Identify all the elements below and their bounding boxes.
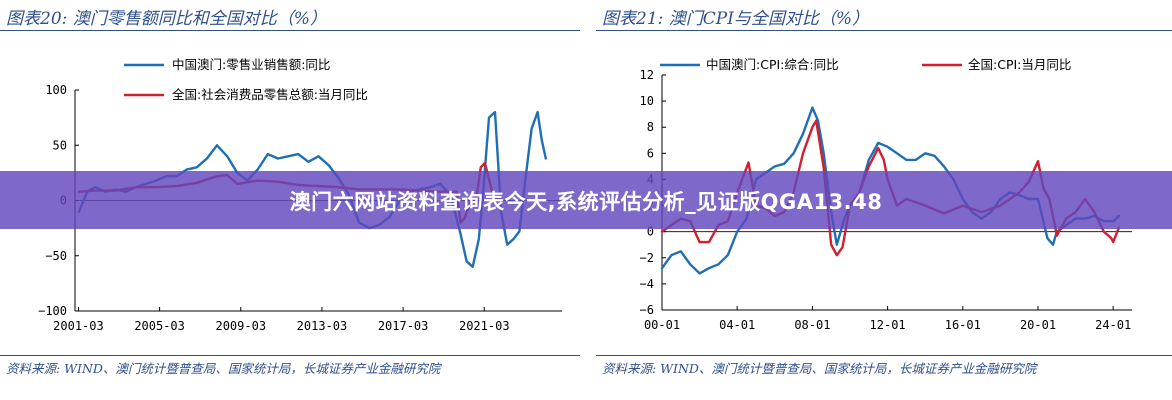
source-rule xyxy=(0,355,580,356)
legend-label-china-cpi: 全国:CPI:当月同比 xyxy=(968,57,1071,72)
y-tick-label: 0 xyxy=(647,225,654,239)
chart-panel-cpi: 图表21: 澳门CPI与全国对比（%） 121086420−2−4−600-01… xyxy=(596,0,1172,400)
y-tick-label: 8 xyxy=(647,120,654,134)
x-tick-label: 12-01 xyxy=(870,318,906,332)
x-tick-label: 20-01 xyxy=(1020,318,1056,332)
x-tick-label: 16-01 xyxy=(945,318,981,332)
source-note: 资料来源: WIND、澳门统计暨普查局、国家统计局，长城证券产业金融研究院 xyxy=(6,361,441,376)
legend: 中国澳门:零售业销售额:同比 全国:社会消费品零售总额:当月同比 xyxy=(124,57,368,102)
legend-label-macau-cpi: 中国澳门:CPI:综合:同比 xyxy=(706,57,839,72)
title-rule xyxy=(0,30,580,31)
chart-title: 图表21: 澳门CPI与全国对比（%） xyxy=(602,9,870,29)
y-tick-label: 10 xyxy=(640,94,654,108)
x-tick-label: 2017-03 xyxy=(378,319,429,333)
y-tick-label: −4 xyxy=(640,277,654,291)
title-rule xyxy=(596,30,1172,31)
y-tick-label: −2 xyxy=(640,251,654,265)
tick-labels: 100500−50−1002001-032005-032009-032013-0… xyxy=(38,83,509,333)
y-tick-label: 50 xyxy=(53,138,67,152)
legend: 中国澳门:CPI:综合:同比 全国:CPI:当月同比 xyxy=(660,57,1071,72)
x-tick-label: 24-01 xyxy=(1095,318,1131,332)
legend-label-macau-retail: 中国澳门:零售业销售额:同比 xyxy=(172,57,330,72)
x-tick-label: 2021-03 xyxy=(459,319,510,333)
source-rule xyxy=(596,355,1172,356)
y-tick-label: −6 xyxy=(640,303,654,317)
x-tick-label: 2009-03 xyxy=(215,319,266,333)
x-tick-label: 2013-03 xyxy=(297,319,348,333)
y-tick-label: 6 xyxy=(647,146,654,160)
y-tick-label: −50 xyxy=(45,249,67,263)
overlay-banner xyxy=(0,171,1172,229)
y-tick-label: 12 xyxy=(640,68,654,82)
x-tick-label: 2001-03 xyxy=(53,319,104,333)
chart-title: 图表20: 澳门零售额同比和全国对比（%） xyxy=(6,9,327,29)
x-tick-label: 2005-03 xyxy=(134,319,185,333)
legend-label-china-retail: 全国:社会消费品零售总额:当月同比 xyxy=(172,87,368,102)
y-tick-label: 100 xyxy=(45,83,67,97)
y-tick-label: −100 xyxy=(38,304,67,318)
overlay-banner-text: 澳门六网站资料查询表今天,系统评估分析_见证版QGA13.48 xyxy=(289,190,883,214)
x-tick-label: 08-01 xyxy=(794,318,830,332)
source-note: 资料来源: WIND、澳门统计暨普查局、国家统计局，长城证券产业金融研究院 xyxy=(602,361,1037,376)
x-tick-label: 04-01 xyxy=(719,318,755,332)
x-tick-label: 00-01 xyxy=(644,318,680,332)
tick-labels: 121086420−2−4−600-0104-0108-0112-0116-01… xyxy=(640,68,1132,332)
